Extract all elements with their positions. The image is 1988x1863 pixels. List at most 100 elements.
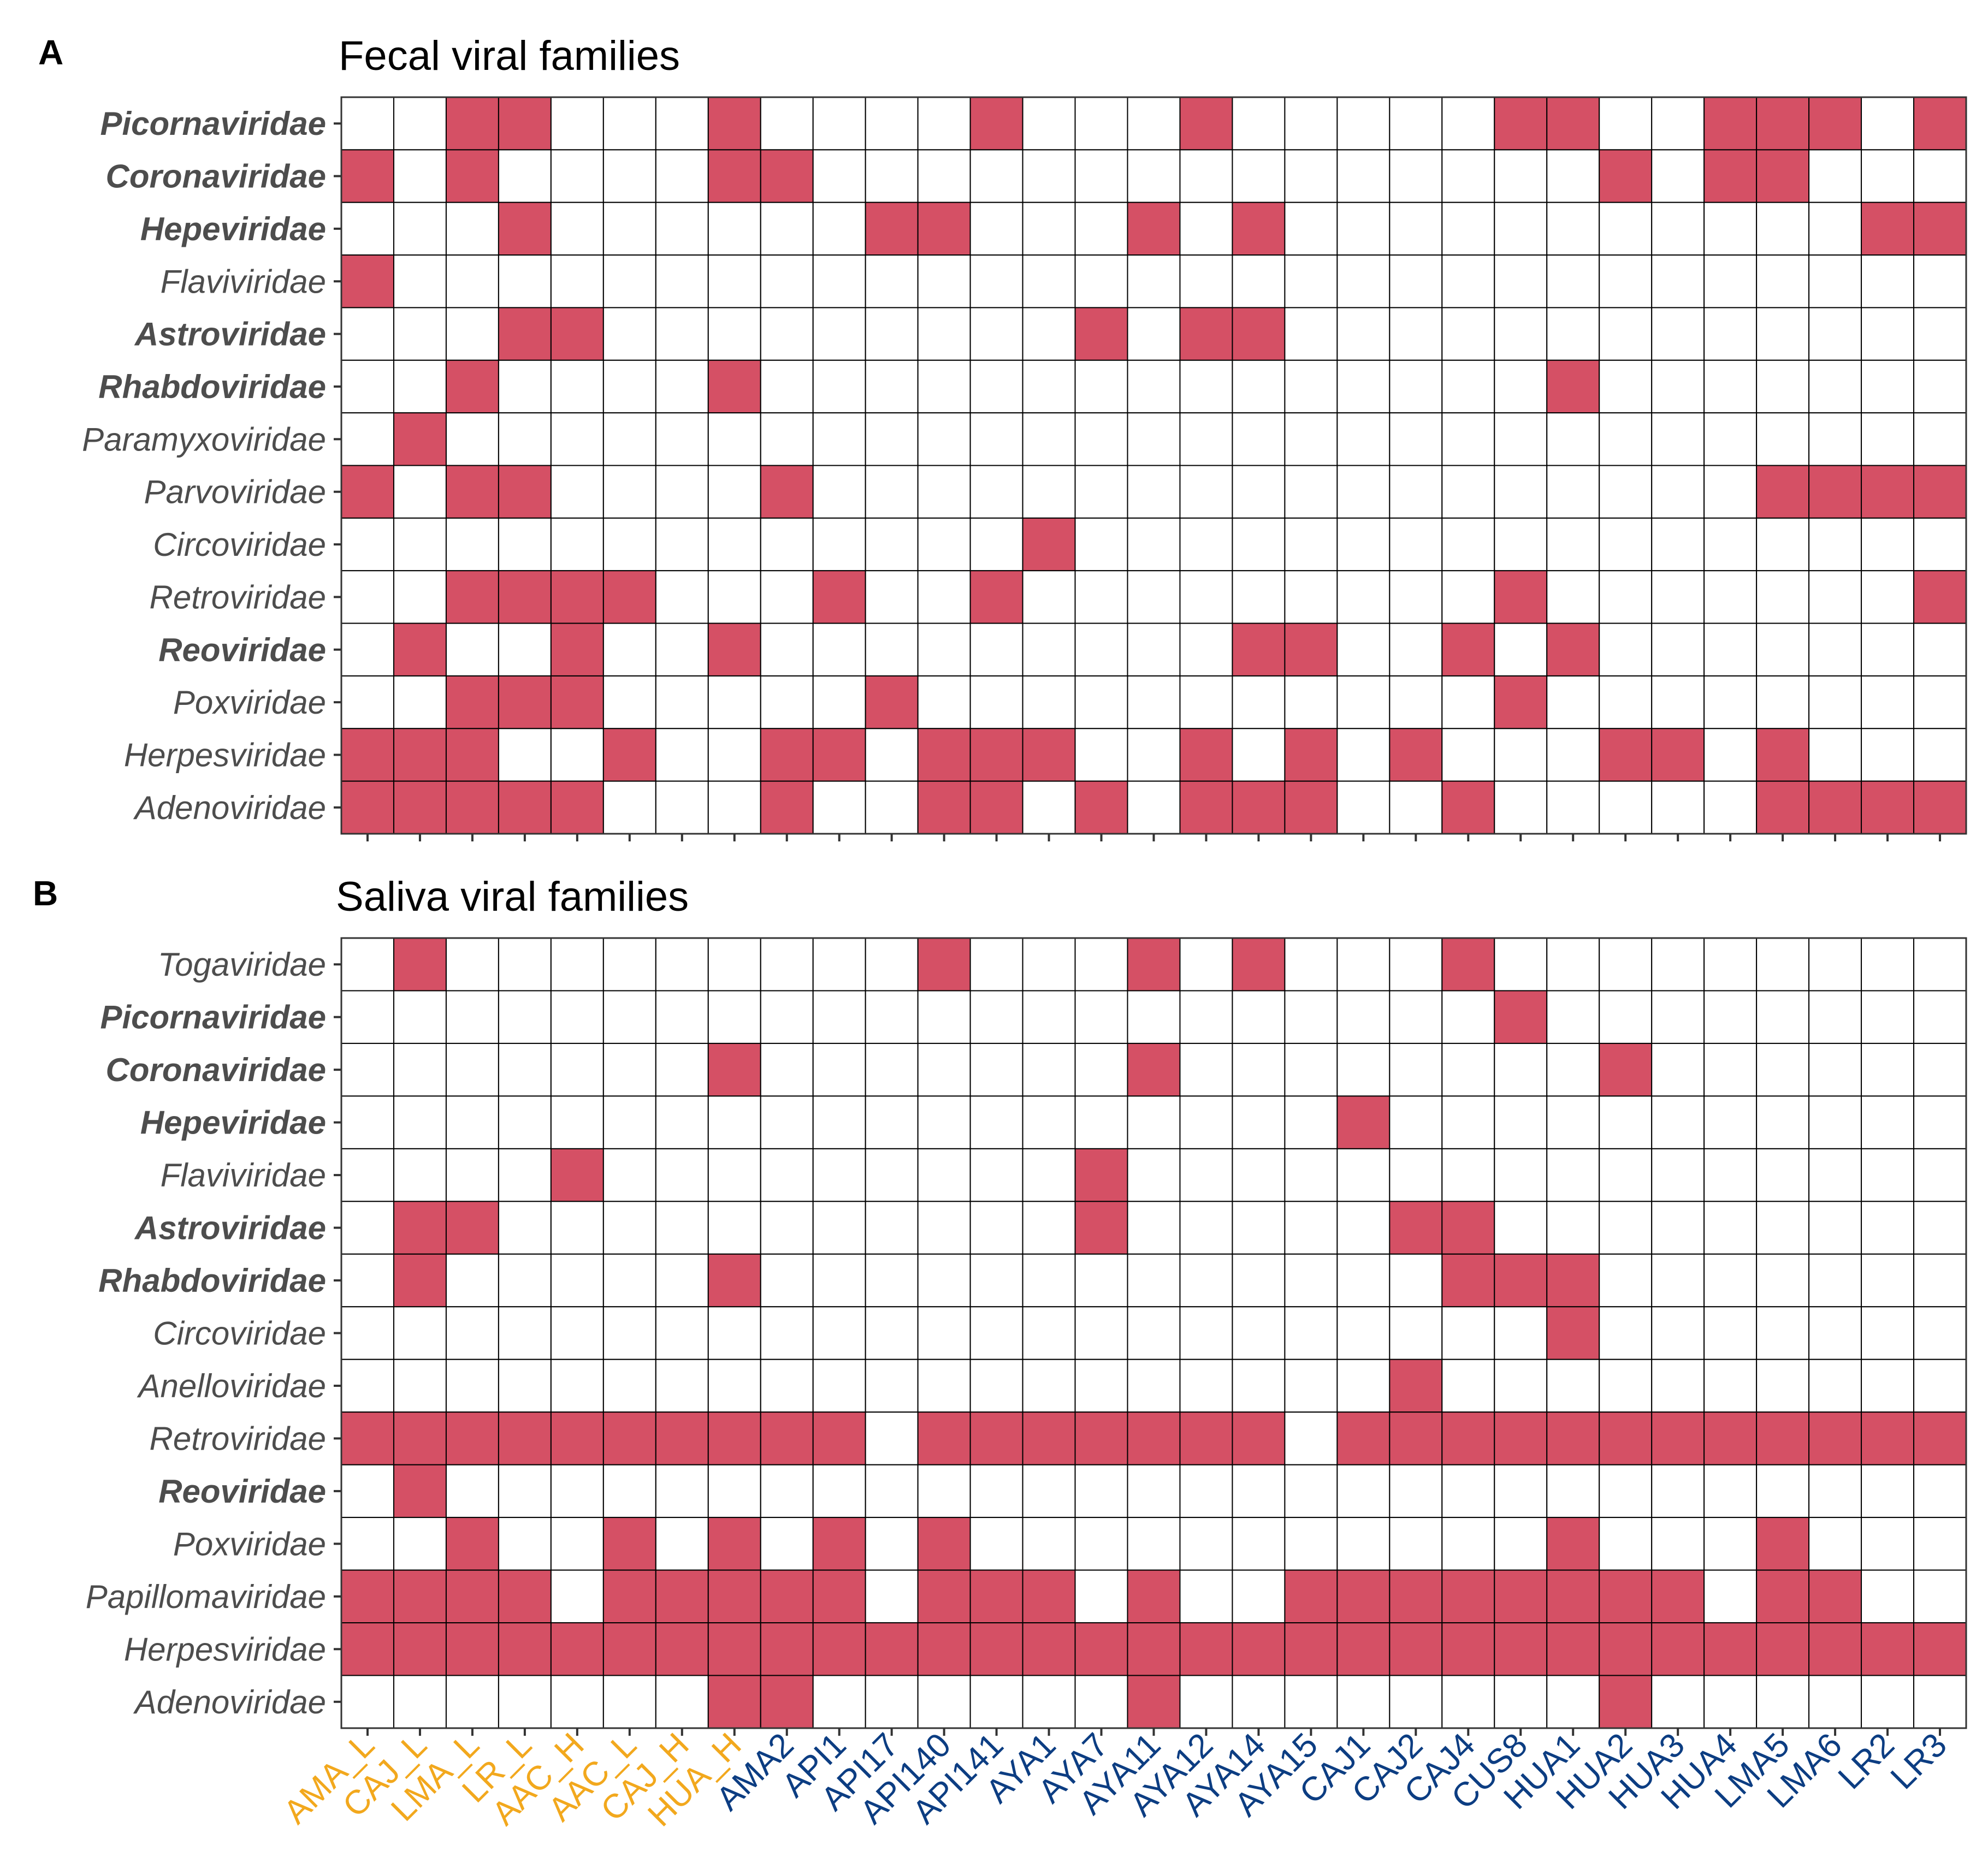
heatmap-cell-a-poxviridae-api141 bbox=[969, 675, 1023, 729]
heatmap-cell-b-rhabdoviridae-aya14 bbox=[1232, 1253, 1286, 1308]
heatmap-cell-a-coronaviridae-aac-h bbox=[550, 149, 604, 203]
heatmap-cell-b-hepeviridae-hua2 bbox=[1599, 1095, 1653, 1149]
heatmap-cell-b-picornaviridae-aya15 bbox=[1284, 990, 1338, 1044]
heatmap-cell-a-rhabdoviridae-caj4 bbox=[1441, 359, 1495, 414]
heatmap-cell-a-adenoviridae-caj4 bbox=[1441, 780, 1495, 835]
heatmap-cell-b-togaviridae-aya1 bbox=[1022, 938, 1076, 992]
heatmap-cell-a-reoviridae-cus8 bbox=[1494, 622, 1548, 677]
heatmap-cell-a-parvoviridae-caj1 bbox=[1336, 465, 1391, 519]
heatmap-cell-b-reoviridae-hua1 bbox=[1546, 1464, 1600, 1518]
heatmap-cell-b-papillomaviridae-aya1 bbox=[1022, 1569, 1076, 1624]
heatmap-cell-a-retroviridae-lma6 bbox=[1808, 570, 1862, 624]
heatmap-cell-a-rhabdoviridae-caj1 bbox=[1336, 359, 1391, 414]
heatmap-cell-a-circoviridae-aac-l bbox=[602, 517, 656, 572]
heatmap-cell-b-retroviridae-aya11 bbox=[1127, 1411, 1181, 1466]
heatmap-cell-b-picornaviridae-api141 bbox=[969, 990, 1023, 1044]
heatmap-cell-b-retroviridae-caj-h bbox=[655, 1411, 709, 1466]
heatmap-cell-a-retroviridae-hua-h bbox=[707, 570, 761, 624]
heatmap-cell-a-paramyxoviridae-aac-l bbox=[602, 412, 656, 466]
heatmap-cell-a-retroviridae-lma-l bbox=[445, 570, 499, 624]
heatmap-cell-a-astroviridae-caj1 bbox=[1336, 307, 1391, 361]
heatmap-cell-b-reoviridae-hua2 bbox=[1599, 1464, 1653, 1518]
heatmap-cell-a-circoviridae-caj1 bbox=[1336, 517, 1391, 572]
heatmap-cell-a-retroviridae-api140 bbox=[917, 570, 971, 624]
heatmap-cell-a-flaviviridae-aya11 bbox=[1127, 254, 1181, 308]
heatmap-cell-b-anelloviridae-aya14 bbox=[1232, 1358, 1286, 1413]
heatmap-cell-a-astroviridae-hua-h bbox=[707, 307, 761, 361]
heatmap-cell-b-flaviviridae-caj-l bbox=[393, 1148, 447, 1202]
heatmap-cell-a-poxviridae-caj4 bbox=[1441, 675, 1495, 729]
heatmap-cell-a-poxviridae-api1 bbox=[812, 675, 866, 729]
heatmap-cell-b-astroviridae-api140 bbox=[917, 1201, 971, 1255]
panel-b-letter: B bbox=[33, 874, 58, 913]
heatmap-cell-b-hepeviridae-aac-l bbox=[602, 1095, 656, 1149]
panel-a-cells bbox=[340, 96, 1967, 835]
heatmap-cell-b-coronaviridae-hua3 bbox=[1651, 1042, 1705, 1097]
heatmap-cell-a-circoviridae-aya14 bbox=[1232, 517, 1286, 572]
heatmap-cell-a-flaviviridae-aya15 bbox=[1284, 254, 1338, 308]
heatmap-cell-b-reoviridae-aya14 bbox=[1232, 1464, 1286, 1518]
heatmap-cell-a-reoviridae-lr2 bbox=[1861, 622, 1915, 677]
heatmap-cell-a-parvoviridae-aya15 bbox=[1284, 465, 1338, 519]
heatmap-cell-b-herpesviridae-aya15 bbox=[1284, 1622, 1338, 1676]
row-label-a-adenoviridae: Adenoviridae bbox=[133, 790, 326, 826]
heatmap-cell-b-circoviridae-aya1 bbox=[1022, 1306, 1076, 1360]
heatmap-cell-b-hepeviridae-caj-l bbox=[393, 1095, 447, 1149]
heatmap-cell-b-astroviridae-api141 bbox=[969, 1201, 1023, 1255]
heatmap-cell-a-rhabdoviridae-hua1 bbox=[1546, 359, 1600, 414]
heatmap-cell-a-circoviridae-hua1 bbox=[1546, 517, 1600, 572]
heatmap-cell-b-poxviridae-aya12 bbox=[1179, 1517, 1233, 1571]
heatmap-cell-a-astroviridae-lr3 bbox=[1913, 307, 1967, 361]
heatmap-cell-b-anelloviridae-caj-l bbox=[393, 1358, 447, 1413]
heatmap-cell-a-hepeviridae-caj-h bbox=[655, 201, 709, 256]
heatmap-cell-b-retroviridae-lr-l bbox=[498, 1411, 552, 1466]
row-label-a-parvoviridae: Parvoviridae bbox=[144, 474, 327, 511]
heatmap-cell-b-adenoviridae-lma5 bbox=[1756, 1675, 1810, 1729]
heatmap-cell-a-coronaviridae-hua4 bbox=[1703, 149, 1758, 203]
heatmap-cell-b-astroviridae-aya14 bbox=[1232, 1201, 1286, 1255]
heatmap-cell-a-reoviridae-aya14 bbox=[1232, 622, 1286, 677]
heatmap-cell-a-retroviridae-hua2 bbox=[1599, 570, 1653, 624]
heatmap-cell-a-rhabdoviridae-aya15 bbox=[1284, 359, 1338, 414]
heatmap-cell-b-picornaviridae-hua2 bbox=[1599, 990, 1653, 1044]
heatmap-cell-b-hepeviridae-caj2 bbox=[1389, 1095, 1443, 1149]
heatmap-cell-a-retroviridae-aya14 bbox=[1232, 570, 1286, 624]
heatmap-cell-a-adenoviridae-aya12 bbox=[1179, 780, 1233, 835]
heatmap-cell-b-rhabdoviridae-aya15 bbox=[1284, 1253, 1338, 1308]
heatmap-cell-a-retroviridae-api141 bbox=[969, 570, 1023, 624]
heatmap-cell-a-picornaviridae-aya1 bbox=[1022, 97, 1076, 151]
row-label-b-circoviridae: Circoviridae bbox=[153, 1315, 326, 1352]
heatmap-cell-b-circoviridae-hua4 bbox=[1703, 1306, 1758, 1360]
heatmap-cell-b-poxviridae-aac-h bbox=[550, 1517, 604, 1571]
heatmap-cell-a-astroviridae-aya14 bbox=[1232, 307, 1286, 361]
heatmap-cell-b-papillomaviridae-caj4 bbox=[1441, 1569, 1495, 1624]
heatmap-cell-b-circoviridae-aac-h bbox=[550, 1306, 604, 1360]
heatmap-cell-b-circoviridae-api1 bbox=[812, 1306, 866, 1360]
heatmap-cell-b-rhabdoviridae-lma6 bbox=[1808, 1253, 1862, 1308]
heatmap-cell-b-papillomaviridae-hua2 bbox=[1599, 1569, 1653, 1624]
heatmap-cell-a-paramyxoviridae-aya1 bbox=[1022, 412, 1076, 466]
heatmap-cell-b-picornaviridae-hua-h bbox=[707, 990, 761, 1044]
heatmap-cell-a-retroviridae-aya11 bbox=[1127, 570, 1181, 624]
heatmap-cell-a-parvoviridae-caj4 bbox=[1441, 465, 1495, 519]
heatmap-cell-b-hepeviridae-aya12 bbox=[1179, 1095, 1233, 1149]
heatmap-cell-b-adenoviridae-lma-l bbox=[445, 1675, 499, 1729]
heatmap-cell-a-picornaviridae-lma5 bbox=[1756, 97, 1810, 151]
heatmap-cell-b-circoviridae-hua3 bbox=[1651, 1306, 1705, 1360]
heatmap-cell-b-reoviridae-aya7 bbox=[1074, 1464, 1128, 1518]
heatmap-cell-a-herpesviridae-ama2 bbox=[760, 728, 814, 782]
heatmap-cell-b-coronaviridae-api17 bbox=[865, 1042, 919, 1097]
heatmap-cell-a-adenoviridae-api17 bbox=[865, 780, 919, 835]
heatmap-cell-b-circoviridae-aya12 bbox=[1179, 1306, 1233, 1360]
heatmap-cell-a-rhabdoviridae-aya14 bbox=[1232, 359, 1286, 414]
heatmap-cell-a-rhabdoviridae-api140 bbox=[917, 359, 971, 414]
heatmap-cell-a-astroviridae-aya15 bbox=[1284, 307, 1338, 361]
heatmap-cell-b-retroviridae-hua2 bbox=[1599, 1411, 1653, 1466]
heatmap-cell-b-reoviridae-caj4 bbox=[1441, 1464, 1495, 1518]
heatmap-cell-a-retroviridae-hua3 bbox=[1651, 570, 1705, 624]
heatmap-cell-b-flaviviridae-lma6 bbox=[1808, 1148, 1862, 1202]
heatmap-cell-b-adenoviridae-api1 bbox=[812, 1675, 866, 1729]
heatmap-cell-b-rhabdoviridae-lr-l bbox=[498, 1253, 552, 1308]
heatmap-cell-b-togaviridae-api1 bbox=[812, 938, 866, 992]
heatmap-cell-a-hepeviridae-aya15 bbox=[1284, 201, 1338, 256]
